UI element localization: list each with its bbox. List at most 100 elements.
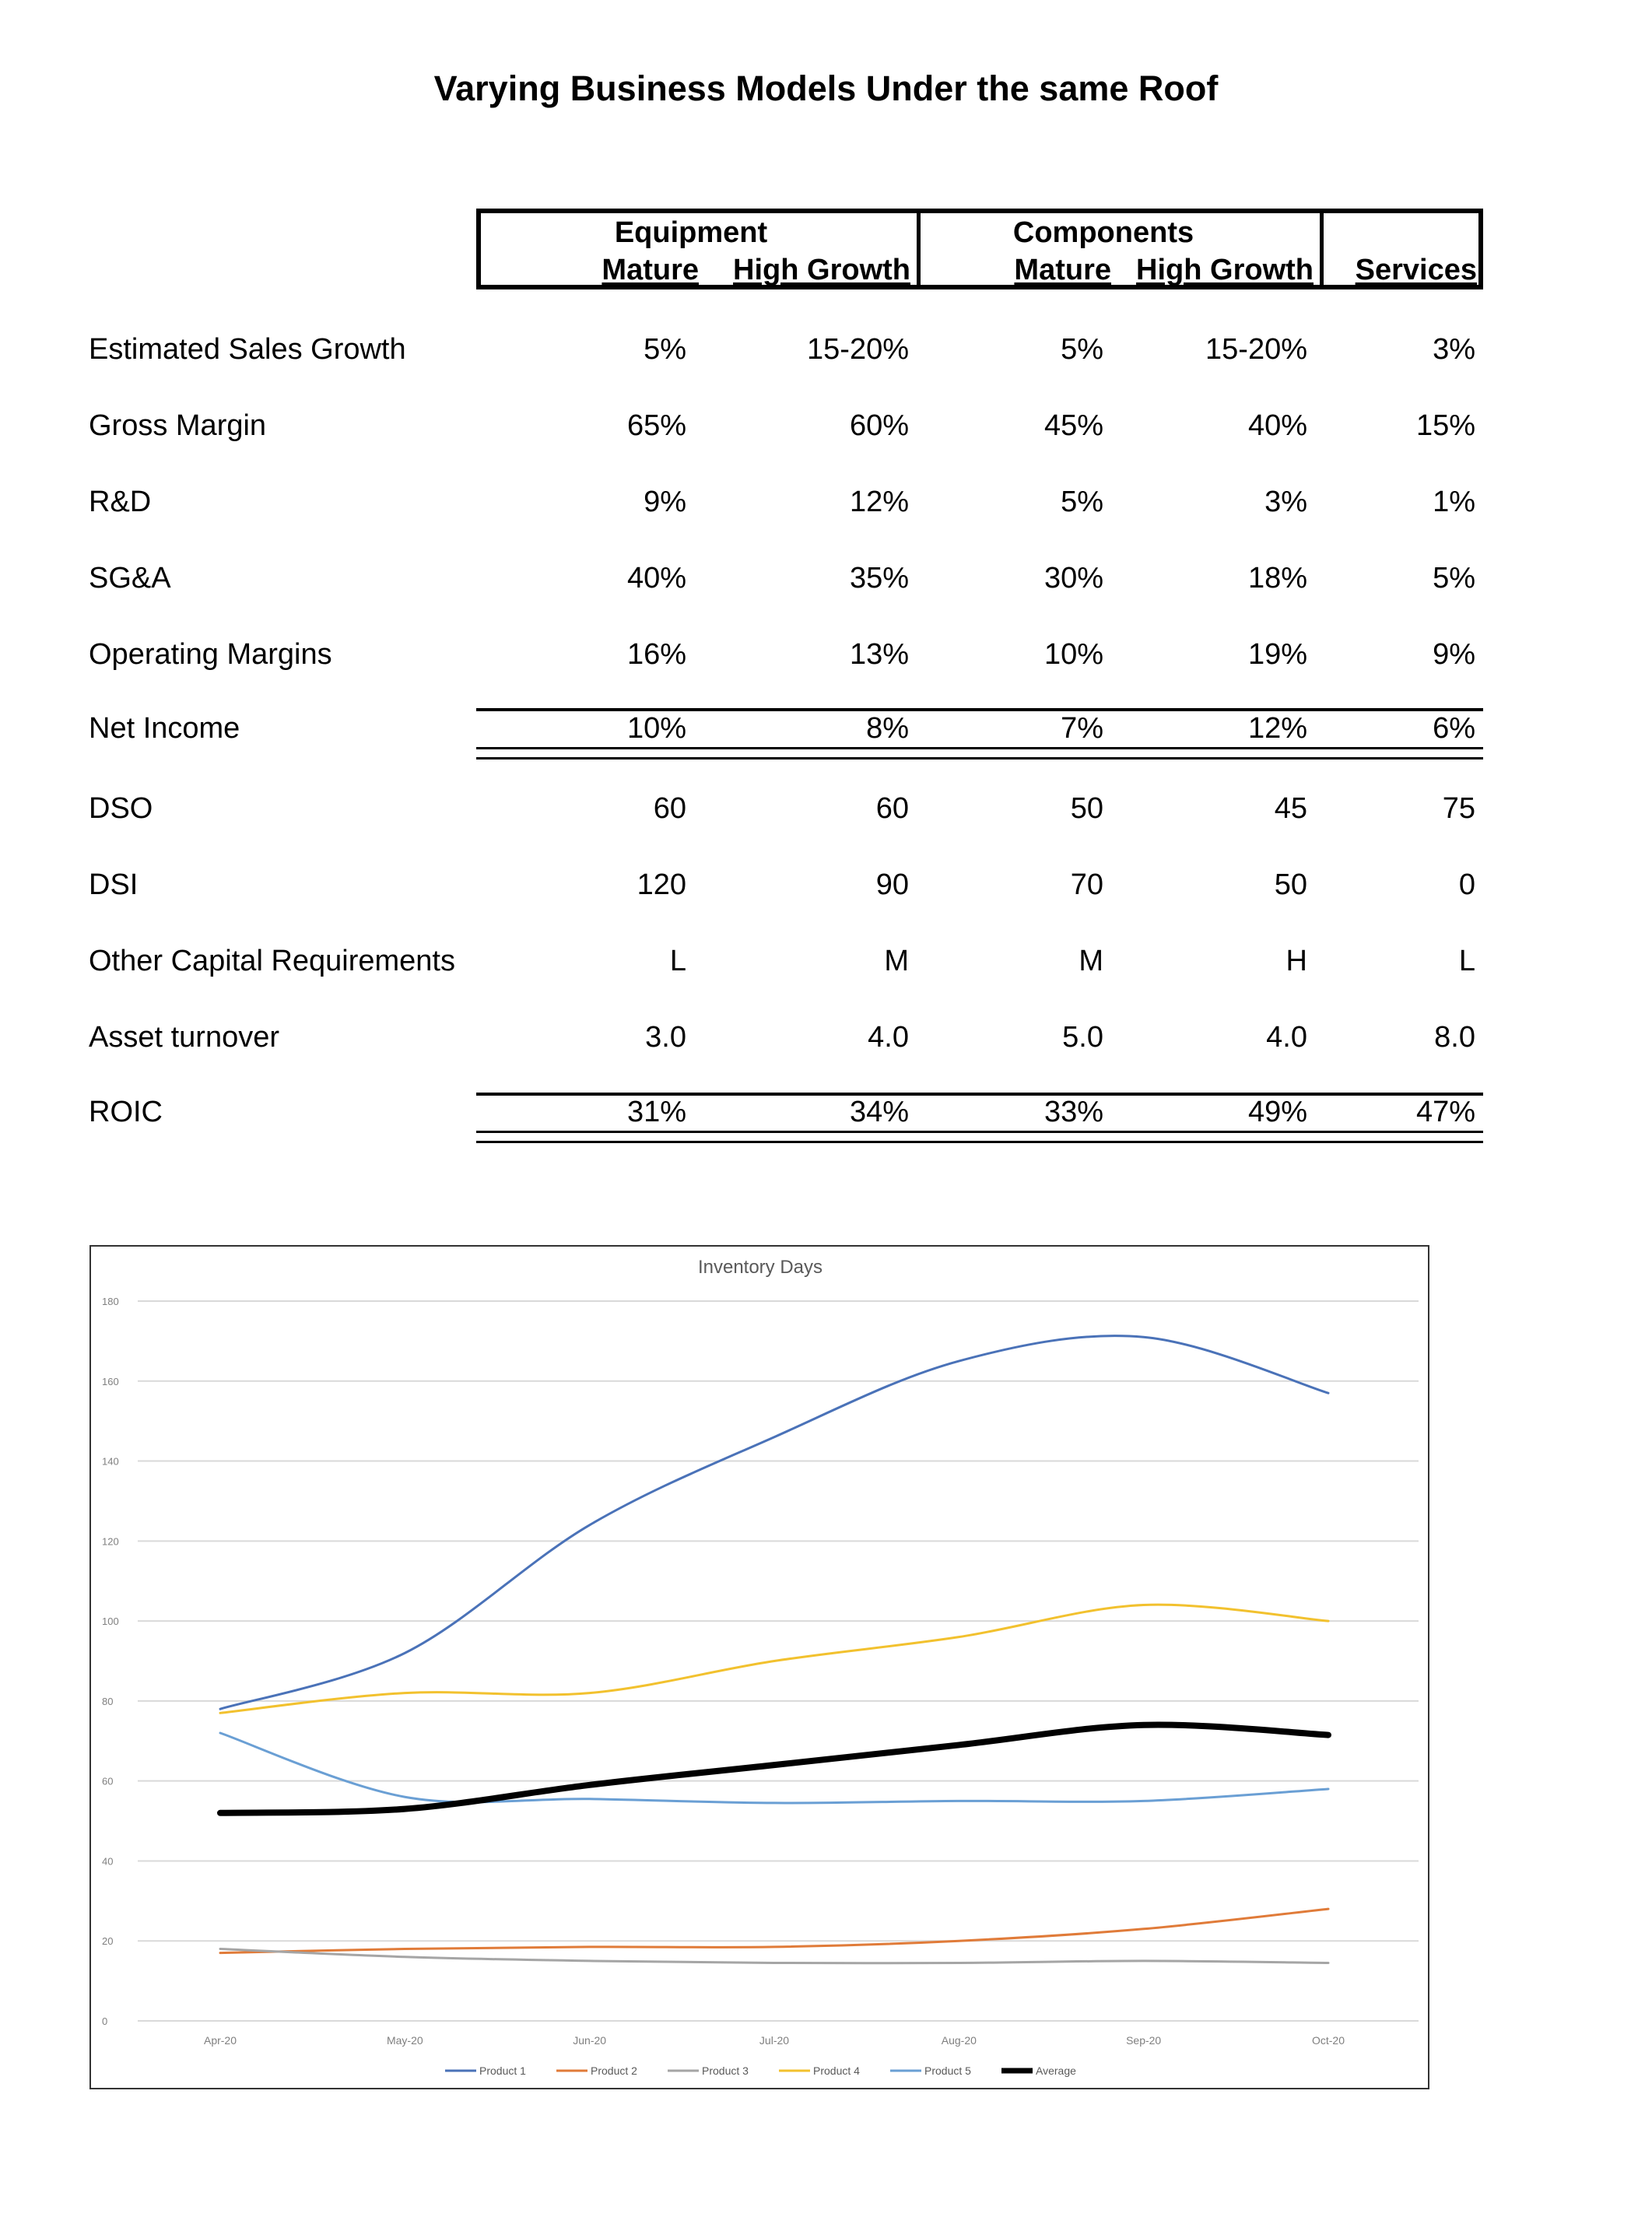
x-tick-label: Apr-20 [204, 2034, 237, 2047]
table-cell: H [1285, 945, 1307, 977]
table-cell: 75 [1442, 792, 1475, 825]
row-label: R&D [89, 486, 152, 518]
table-cell: 3.0 [645, 1021, 686, 1054]
row-label: DSI [89, 868, 139, 901]
inventory-days-chart: Inventory Days 0 20 40 60 80 100 120 140 160 180 … [89, 1245, 1429, 2089]
row-label: Operating Margins [89, 638, 332, 671]
table-cell: 3% [1264, 486, 1307, 518]
series-line-product-5 [219, 1731, 1330, 1805]
table-cell: 15-20% [1205, 333, 1307, 366]
x-axis: Apr-20 May-20 Jun-20 Jul-20 Aug-20 Sep-20 Oct-… [204, 2034, 1345, 2047]
x-tick-label: Jun-20 [573, 2034, 606, 2047]
legend-label: Product 5 [924, 2064, 971, 2077]
table-cell: 34% [849, 1096, 909, 1128]
x-tick-label: Aug-20 [942, 2034, 977, 2047]
table-cell: 19% [1247, 638, 1307, 671]
y-tick-label: 20 [102, 1935, 113, 1947]
row-label: Net Income [89, 712, 240, 745]
table-cell: 5% [1061, 333, 1103, 366]
table-cell: 10% [626, 712, 686, 745]
series-line-product-2 [219, 1907, 1330, 1955]
x-tick-label: May-20 [387, 2034, 423, 2047]
table-cell: 13% [849, 638, 909, 671]
table-cell: 9% [644, 486, 686, 518]
legend-label: Product 3 [702, 2064, 749, 2077]
table-cell: 90 [875, 868, 909, 901]
table-cell: M [884, 945, 909, 977]
chart-title: Inventory Days [698, 1257, 822, 1278]
table-cell: 60% [849, 409, 909, 442]
table-cell: 60 [653, 792, 686, 825]
table-cell: 120 [637, 868, 686, 901]
table-cell: 70 [1070, 868, 1103, 901]
table-cell: M [1079, 945, 1103, 977]
series-layer [217, 1335, 1331, 1965]
table-cell: 7% [1061, 712, 1103, 745]
table-cell: 31% [626, 1096, 686, 1128]
row-label: ROIC [89, 1096, 163, 1128]
legend: Product 1 Product 2 Product 3 Product 4 Prod… [445, 2064, 1076, 2077]
table-cell: 4.0 [868, 1021, 909, 1054]
table-cell: 40% [626, 562, 686, 595]
sub-services: Services [1355, 254, 1477, 286]
header-divider [917, 213, 921, 285]
table-header: Equipment Components Mature High Growth … [476, 209, 1483, 289]
sub-equipment-high-growth: High Growth [733, 254, 910, 286]
table-cell: 45 [1274, 792, 1307, 825]
series-line-product-3 [219, 1948, 1330, 1965]
table-cell: 50 [1274, 868, 1307, 901]
group-components: Components [1012, 216, 1194, 249]
table-cell: 35% [849, 562, 909, 595]
table-cell: 50 [1070, 792, 1103, 825]
table-cell: 47% [1415, 1096, 1475, 1128]
y-tick-label: 40 [102, 1855, 113, 1867]
table-cell: 8% [866, 712, 909, 745]
series-line-product-4 [219, 1603, 1330, 1714]
row-label: DSO [89, 792, 153, 825]
table-cell: 8.0 [1434, 1021, 1475, 1054]
table-cell: 3% [1433, 333, 1475, 366]
y-tick-label: 180 [102, 1296, 119, 1307]
legend-label: Product 1 [479, 2064, 526, 2077]
table-cell: 5% [1061, 486, 1103, 518]
y-tick-label: 160 [102, 1376, 119, 1387]
header-divider [1320, 213, 1324, 285]
y-tick-label: 80 [102, 1696, 113, 1707]
subtotal-rule [476, 1093, 1483, 1096]
table-cell: 1% [1433, 486, 1475, 518]
grid-layer: 0 20 40 60 80 100 120 140 160 180 [102, 1296, 1419, 2027]
table-cell: L [1458, 945, 1475, 977]
series-line-average [217, 1721, 1331, 1816]
x-tick-label: Oct-20 [1312, 2034, 1345, 2047]
row-label: Other Capital Requirements [89, 945, 455, 977]
row-label: Gross Margin [89, 409, 267, 442]
subtotal-rule [476, 708, 1483, 711]
total-double-rule [476, 1131, 1483, 1143]
row-label: Asset turnover [89, 1021, 279, 1054]
y-tick-label: 140 [102, 1456, 119, 1468]
sub-equipment-mature: Mature [602, 254, 699, 286]
table-cell: 12% [849, 486, 909, 518]
table-cell: 40% [1247, 409, 1307, 442]
table-cell: 33% [1043, 1096, 1103, 1128]
sub-components-mature: Mature [1014, 254, 1111, 286]
y-tick-label: 100 [102, 1615, 119, 1627]
table-cell: 5% [644, 333, 686, 366]
table-cell: 60 [875, 792, 909, 825]
table-cell: 4.0 [1266, 1021, 1307, 1054]
table-cell: 18% [1247, 562, 1307, 595]
table-cell: 10% [1043, 638, 1103, 671]
table-cell: 5.0 [1062, 1021, 1103, 1054]
row-label: SG&A [89, 562, 171, 595]
page-title: Varying Business Models Under the same R… [433, 68, 1219, 108]
table-cell: 30% [1043, 562, 1103, 595]
x-tick-label: Sep-20 [1126, 2034, 1161, 2047]
table-cell: 15-20% [807, 333, 909, 366]
table-cell: 9% [1433, 638, 1475, 671]
table-cell: 15% [1415, 409, 1475, 442]
table-cell: 5% [1433, 562, 1475, 595]
table-cell: 45% [1043, 409, 1103, 442]
y-tick-label: 0 [102, 2015, 107, 2027]
sub-components-high-growth: High Growth [1136, 254, 1314, 286]
table-cell: 16% [626, 638, 686, 671]
